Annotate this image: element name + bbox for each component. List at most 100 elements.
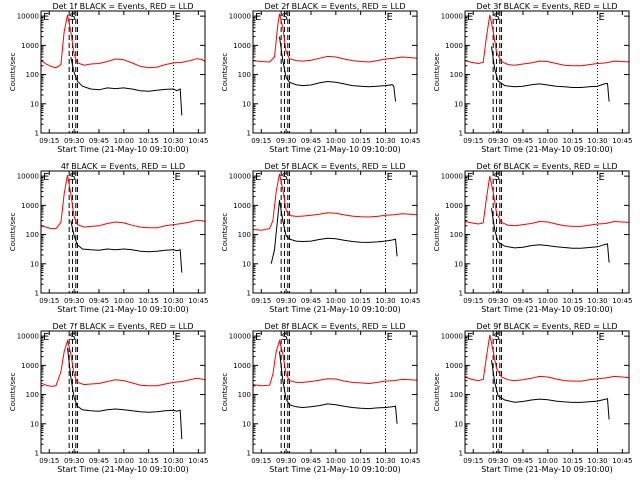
event-label-right: E bbox=[599, 12, 605, 23]
y-tick-label: 10000 bbox=[229, 173, 251, 181]
y-tick-label: 10 bbox=[454, 420, 463, 428]
x-tick-label: 10:00 bbox=[114, 297, 134, 305]
x-tick-label: 09:30 bbox=[276, 137, 296, 145]
y-tick-label: 10 bbox=[242, 260, 251, 268]
lld-series-line bbox=[252, 338, 418, 387]
plot-frame bbox=[40, 330, 206, 454]
event-label-right: E bbox=[599, 172, 605, 183]
x-tick-label: 09:30 bbox=[488, 457, 508, 465]
y-tick-label: 10 bbox=[30, 420, 39, 428]
x-tick-label: 09:15 bbox=[251, 137, 271, 145]
y-tick-label: 100 bbox=[450, 231, 463, 239]
x-tick-label: 10:15 bbox=[563, 137, 583, 145]
events-series-line bbox=[67, 347, 183, 440]
y-tick-label: 1 bbox=[247, 290, 251, 298]
panel-3: 09:15 09:30 09:45 10:00 10:15 10:30 10:45 1 10 10… bbox=[433, 2, 632, 154]
lld-series-line bbox=[40, 338, 206, 387]
lld-series-line bbox=[464, 334, 630, 382]
panel-title: 4f BLACK = Events, RED = LLD bbox=[61, 162, 185, 171]
y-tick-label: 1 bbox=[247, 130, 251, 138]
x-axis-label: Start Time (21-May-10 09:10:00) bbox=[57, 145, 188, 154]
flare-label: S bbox=[69, 12, 75, 23]
y-tick-label: 10000 bbox=[441, 333, 463, 341]
x-tick-label: 10:45 bbox=[612, 457, 632, 465]
y-tick-label: 1 bbox=[459, 130, 463, 138]
x-tick-label: 10:45 bbox=[188, 137, 208, 145]
x-tick-label: 10:30 bbox=[163, 137, 183, 145]
x-tick-label: 09:45 bbox=[513, 137, 533, 145]
y-tick-label: 10 bbox=[454, 100, 463, 108]
x-tick-label: 10:15 bbox=[563, 457, 583, 465]
x-tick-label: 10:30 bbox=[375, 137, 395, 145]
panel-7: 09:15 09:30 09:45 10:00 10:15 10:30 10:45 1 10 10… bbox=[9, 322, 208, 474]
plot-frame bbox=[464, 10, 630, 134]
x-tick-label: 09:45 bbox=[301, 457, 321, 465]
flare-label: S bbox=[493, 12, 499, 23]
y-tick-label: 100 bbox=[238, 391, 251, 399]
x-axis-label: Start Time (21-May-10 09:10:00) bbox=[57, 465, 188, 474]
x-tick-label: 10:15 bbox=[139, 297, 159, 305]
x-tick-label: 10:45 bbox=[612, 297, 632, 305]
event-label-left: E bbox=[43, 332, 49, 343]
plot-frame bbox=[40, 170, 206, 294]
x-tick-label: 10:15 bbox=[563, 297, 583, 305]
y-tick-label: 10000 bbox=[441, 13, 463, 21]
plot-frame bbox=[464, 330, 630, 454]
y-tick-label: 100 bbox=[238, 71, 251, 79]
x-tick-label: 10:00 bbox=[326, 137, 346, 145]
flare-label: S bbox=[281, 12, 287, 23]
panel-4: 09:15 09:30 09:45 10:00 10:15 10:30 10:45 1 10 10… bbox=[9, 162, 208, 314]
x-tick-label: 10:00 bbox=[538, 137, 558, 145]
events-series-line bbox=[491, 208, 610, 263]
x-tick-label: 09:30 bbox=[64, 297, 84, 305]
x-tick-label: 10:15 bbox=[139, 137, 159, 145]
x-tick-label: 09:15 bbox=[463, 457, 483, 465]
events-series-line bbox=[491, 360, 610, 420]
x-tick-label: 10:45 bbox=[400, 137, 420, 145]
panel-title: Det 7f BLACK = Events, RED = LLD bbox=[52, 322, 193, 331]
panel-2: 09:15 09:30 09:45 10:00 10:15 10:30 10:45 1 10 10… bbox=[221, 2, 420, 154]
y-axis-label: Counts/sec bbox=[433, 213, 441, 252]
panel-8: 09:15 09:30 09:45 10:00 10:15 10:30 10:45 1 10 10… bbox=[221, 322, 420, 474]
lld-series-line bbox=[40, 14, 206, 69]
event-label-right: E bbox=[387, 172, 393, 183]
x-axis-label: Start Time (21-May-10 09:10:00) bbox=[481, 305, 612, 314]
events-series-line bbox=[491, 46, 610, 102]
x-tick-label: 09:45 bbox=[89, 137, 109, 145]
x-tick-label: 10:45 bbox=[400, 297, 420, 305]
x-tick-label: 10:30 bbox=[375, 457, 395, 465]
y-tick-label: 1 bbox=[35, 130, 39, 138]
x-tick-label: 10:30 bbox=[375, 297, 395, 305]
panel-title: Det 9f BLACK = Events, RED = LLD bbox=[476, 322, 617, 331]
panel-title: Det 1f BLACK = Events, RED = LLD bbox=[52, 2, 193, 11]
panel-5: 09:15 09:30 09:45 10:00 10:15 10:30 10:45 1 10 10… bbox=[221, 162, 420, 314]
y-tick-label: 100 bbox=[26, 71, 39, 79]
flare-label: S bbox=[281, 172, 287, 183]
lld-series-line bbox=[464, 175, 630, 227]
x-tick-label: 10:30 bbox=[587, 457, 607, 465]
event-label-left: E bbox=[467, 332, 473, 343]
y-tick-label: 10000 bbox=[441, 173, 463, 181]
events-series-line bbox=[70, 220, 183, 273]
x-tick-label: 10:15 bbox=[351, 457, 371, 465]
lld-series-line bbox=[464, 14, 630, 67]
x-tick-label: 10:15 bbox=[139, 457, 159, 465]
event-label-right: E bbox=[387, 12, 393, 23]
x-tick-label: 09:15 bbox=[39, 297, 59, 305]
x-tick-label: 09:15 bbox=[39, 137, 59, 145]
x-tick-label: 09:30 bbox=[276, 297, 296, 305]
x-tick-label: 10:00 bbox=[538, 297, 558, 305]
x-tick-label: 10:30 bbox=[587, 137, 607, 145]
y-tick-label: 10 bbox=[454, 260, 463, 268]
y-axis-label: Counts/sec bbox=[433, 373, 441, 412]
x-tick-label: 09:45 bbox=[301, 297, 321, 305]
event-label-left: E bbox=[467, 172, 473, 183]
y-tick-label: 1000 bbox=[445, 362, 463, 370]
x-tick-label: 10:45 bbox=[612, 137, 632, 145]
y-tick-label: 1000 bbox=[233, 362, 251, 370]
y-axis-label: Counts/sec bbox=[9, 53, 17, 92]
x-tick-label: 10:45 bbox=[188, 457, 208, 465]
y-tick-label: 100 bbox=[26, 231, 39, 239]
x-axis-label: Start Time (21-May-10 09:10:00) bbox=[481, 145, 612, 154]
